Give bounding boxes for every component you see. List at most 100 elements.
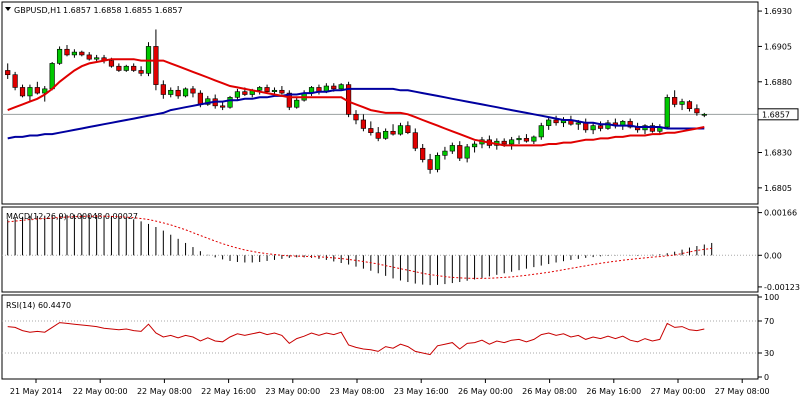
candle-body bbox=[19, 87, 26, 97]
last-price-tag: 1.6857 bbox=[757, 108, 799, 121]
candle-body bbox=[434, 155, 441, 170]
candle-body bbox=[108, 60, 115, 67]
price-tick-label: 1.6930 bbox=[764, 7, 792, 16]
rsi-tick-label: 0 bbox=[764, 373, 769, 382]
rsi-line bbox=[7, 322, 705, 356]
candle-body bbox=[175, 89, 181, 97]
candle-body bbox=[412, 132, 418, 149]
rsi-tick-label: 30 bbox=[764, 349, 774, 358]
candle-body bbox=[220, 105, 226, 108]
candle-body bbox=[649, 125, 656, 132]
time-tick-label: 23 May 00:00 bbox=[265, 387, 320, 396]
price-tick-label: 1.6880 bbox=[764, 78, 792, 87]
symbol-header: GBPUSD,H1 1.6857 1.6858 1.6855 1.6857 bbox=[5, 6, 183, 15]
candle-body bbox=[390, 130, 396, 135]
candle-body bbox=[457, 145, 463, 159]
candle-body bbox=[49, 63, 55, 90]
candle-body bbox=[160, 84, 166, 95]
time-tick-label: 23 May 08:00 bbox=[330, 387, 385, 396]
candle-body bbox=[64, 48, 70, 56]
macd-tick-label: 0.00166 bbox=[764, 209, 797, 218]
price-tick-label: 1.6805 bbox=[764, 184, 792, 193]
time-tick-label: 26 May 00:00 bbox=[458, 387, 513, 396]
last-price-text: 1.6857 bbox=[762, 110, 790, 119]
macd-plot bbox=[7, 214, 713, 286]
candle-body bbox=[5, 70, 11, 76]
macd-axis: 0.00166 0.00 -0.00123 bbox=[2, 209, 800, 292]
candle-body bbox=[153, 46, 159, 85]
time-tick-label: 26 May 08:00 bbox=[522, 387, 577, 396]
macd-pane bbox=[1, 206, 759, 293]
rsi-plot bbox=[7, 322, 705, 356]
macd-pane-frame bbox=[1, 206, 759, 293]
candle-body bbox=[449, 145, 455, 152]
price-tick-label: 1.6905 bbox=[764, 42, 792, 51]
rsi-tick-label: 100 bbox=[764, 293, 779, 302]
candle-body bbox=[234, 91, 241, 98]
candle-body bbox=[464, 146, 470, 159]
candle-body bbox=[123, 65, 129, 71]
candle-body bbox=[86, 54, 92, 60]
candle-body bbox=[672, 97, 678, 105]
time-tick-label: 22 May 16:00 bbox=[201, 387, 256, 396]
candle-body bbox=[590, 125, 596, 131]
candle-body bbox=[627, 121, 633, 128]
price-axis: 1.6930 1.6905 1.6880 1.6830 1.6805 bbox=[758, 7, 792, 193]
candle-body bbox=[427, 159, 433, 170]
candle-body bbox=[264, 87, 270, 92]
candle-body bbox=[368, 128, 374, 133]
price-pane-frame bbox=[1, 1, 759, 205]
candle-body bbox=[597, 125, 604, 129]
candle-body bbox=[34, 87, 40, 94]
dropdown-triangle-icon[interactable] bbox=[5, 7, 11, 11]
time-tick-label: 27 May 00:00 bbox=[651, 387, 706, 396]
candle-body bbox=[501, 140, 507, 145]
candle-body bbox=[197, 92, 203, 105]
candle-body bbox=[331, 85, 337, 90]
candle-body bbox=[664, 97, 670, 128]
rsi-pane-frame bbox=[1, 294, 759, 380]
last-price-tag-box bbox=[757, 108, 799, 121]
rsi-label: RSI(14) 60.4470 bbox=[6, 301, 71, 310]
candle-body bbox=[182, 88, 189, 97]
candle-body bbox=[531, 136, 537, 142]
candle-body bbox=[353, 114, 359, 121]
candle-body bbox=[553, 119, 559, 124]
candle-body bbox=[294, 99, 300, 108]
price-pane bbox=[1, 1, 759, 205]
candle-body bbox=[79, 51, 85, 56]
candle-body bbox=[27, 87, 33, 97]
candle-body bbox=[168, 89, 174, 95]
candle-body bbox=[257, 87, 263, 91]
candle-body bbox=[575, 122, 581, 125]
candle-body bbox=[279, 89, 285, 94]
candle-body bbox=[686, 101, 693, 109]
time-tick-label: 22 May 00:00 bbox=[73, 387, 128, 396]
candle-body bbox=[583, 122, 589, 131]
symbol-label: GBPUSD,H1 bbox=[14, 6, 61, 15]
moving-averages bbox=[7, 58, 705, 147]
time-tick-label: 21 May 2014 bbox=[10, 387, 62, 396]
candle-body bbox=[679, 101, 685, 105]
ma-slow-line bbox=[7, 87, 705, 140]
candle-body bbox=[538, 125, 544, 138]
candle-body bbox=[12, 74, 18, 88]
price-tick-label: 1.6830 bbox=[764, 149, 792, 158]
time-tick-label: 26 May 16:00 bbox=[586, 387, 641, 396]
candle-body bbox=[227, 97, 233, 108]
candle-body bbox=[56, 48, 63, 64]
candle-body bbox=[523, 138, 530, 142]
candle-body bbox=[375, 132, 381, 139]
candle-body bbox=[271, 89, 278, 92]
time-tick-label: 27 May 08:00 bbox=[715, 387, 770, 396]
candle-body bbox=[509, 139, 515, 145]
rsi-tick-label: 70 bbox=[764, 317, 774, 326]
candle-body bbox=[286, 92, 292, 108]
candle-body bbox=[546, 119, 552, 126]
candle-body bbox=[516, 138, 522, 141]
candle-body bbox=[131, 65, 137, 71]
candle-body bbox=[383, 130, 389, 139]
ma-fast-line bbox=[7, 58, 705, 147]
candle-body bbox=[471, 143, 478, 148]
